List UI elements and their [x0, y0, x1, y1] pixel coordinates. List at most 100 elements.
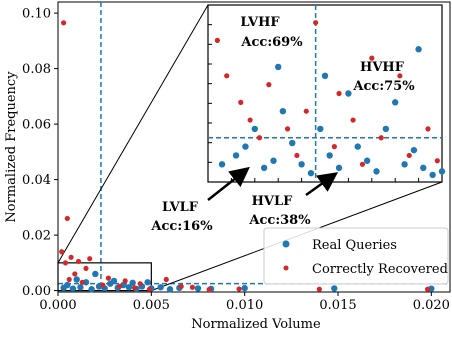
inset-recovered-point [238, 99, 244, 105]
recovered-point [68, 254, 74, 260]
real-query-point [69, 285, 77, 292]
legend-marker-real [282, 240, 290, 248]
recovered-point [61, 20, 67, 26]
real-query-point [92, 270, 99, 278]
recovered-point [59, 249, 65, 255]
inset-real-query-point [429, 171, 436, 179]
inset-recovered-point [247, 117, 253, 123]
inset-recovered-point [294, 152, 300, 159]
annotation-lvlf-acc: Acc:16% [150, 219, 213, 234]
real-query-point [331, 285, 338, 292]
inset-real-query-point [251, 125, 258, 133]
recovered-point [66, 276, 72, 283]
recovered-point [79, 279, 85, 285]
inset-recovered-point [378, 135, 384, 141]
recovered-point [131, 285, 138, 291]
inset-recovered-point [369, 55, 375, 61]
main-scatter-points [59, 20, 435, 293]
inset-real-query-point [317, 125, 324, 133]
legend-label-recovered: Correctly Recovered [312, 262, 448, 277]
inset-recovered-point [266, 82, 272, 88]
recovered-point [425, 286, 431, 292]
real-query-point [110, 277, 118, 285]
recovered-point [117, 283, 123, 290]
y-tick-label: 0.02 [22, 229, 51, 244]
inset-real-query-point [382, 125, 390, 133]
legend-box [263, 227, 449, 285]
inset-real-query-point [345, 90, 352, 97]
inset-real-query-point [420, 164, 427, 172]
recovered-point [72, 271, 78, 277]
x-tick-label: 0.005 [133, 298, 170, 313]
recovered-point [105, 275, 111, 281]
y-axis-label: Normalized Frequency [4, 71, 19, 223]
recovered-point [62, 260, 69, 266]
inset-real-query-point [354, 143, 361, 150]
recovered-point [87, 256, 93, 262]
x-axis-ticks: 0.000 0.005 0.010 0.015 0.020 [39, 292, 450, 313]
inset-recovered-point [359, 161, 366, 167]
inset-real-query-point [410, 146, 418, 154]
y-tick-label: 0.08 [22, 62, 51, 77]
inset-recovered-point [350, 117, 356, 123]
real-query-point [73, 276, 80, 283]
inset-recovered-point [406, 152, 412, 159]
inset-real-query-point [438, 168, 446, 175]
inset-real-query-point [321, 72, 329, 80]
recovered-point [122, 278, 128, 284]
real-query-point [194, 285, 202, 292]
inset-recovered-point [331, 144, 337, 150]
legend-marker-recovered [283, 265, 289, 271]
inset-real-query-point [260, 164, 268, 172]
inset-real-query-point [298, 161, 305, 168]
inset-real-query-point [392, 99, 399, 106]
inset-recovered-point [425, 126, 431, 132]
y-tick-label: 0.04 [22, 173, 51, 188]
annotation-hvlf-acc: Acc:38% [248, 213, 311, 228]
inset-real-query-point [335, 164, 343, 172]
plot-frame [57, 1, 451, 293]
inset-recovered-point [284, 126, 291, 132]
lvlf-arrow [207, 166, 250, 201]
inset-real-query-point [326, 152, 333, 159]
real-query-point [125, 284, 133, 291]
recovered-point [64, 215, 70, 222]
legend: Real Queries Correctly Recovered [263, 227, 449, 285]
real-query-point [129, 279, 136, 287]
inset-real-query-point [218, 161, 226, 168]
real-query-point [241, 284, 248, 292]
recovered-point [178, 283, 184, 290]
inset-recovered-point [303, 108, 309, 114]
hvlf-arrow [305, 172, 339, 197]
x-axis-label: Normalized Volume [191, 317, 321, 332]
inset-real-query-point [242, 143, 249, 150]
inset-real-query-point [307, 169, 315, 177]
real-query-point [64, 281, 71, 289]
inset-recovered-point [397, 73, 403, 79]
inset-recovered-point [214, 37, 220, 44]
inset-recovered-point [434, 158, 440, 164]
recovered-point [189, 284, 195, 290]
inset-real-query-point [415, 46, 422, 53]
real-query-point [157, 284, 164, 291]
annotation-lvlf-label: LVLF [162, 200, 199, 215]
real-query-point [82, 279, 90, 286]
recovered-point [75, 258, 82, 265]
recovered-point [146, 286, 153, 292]
inset-frame [207, 4, 443, 183]
x-tick-label: 0.020 [413, 298, 450, 313]
inset-recovered-point [313, 20, 319, 26]
recovered-point [100, 282, 106, 288]
annotation-lvhf-label: LVHF [240, 15, 280, 30]
inset-real-query-point [373, 168, 380, 175]
inset-recovered-point [224, 73, 230, 79]
inset-real-query-point [289, 139, 296, 147]
legend-label-real: Real Queries [312, 238, 397, 253]
inset-real-query-point [363, 157, 371, 164]
y-axis-ticks: 0.00 0.02 0.04 0.06 0.08 0.10 [22, 7, 58, 299]
recovered-point [236, 286, 242, 292]
inset-real-query-point [232, 152, 240, 159]
real-query-point [166, 286, 174, 293]
annotation-hvhf-acc: Acc:75% [352, 79, 415, 94]
recovered-point [163, 276, 169, 283]
